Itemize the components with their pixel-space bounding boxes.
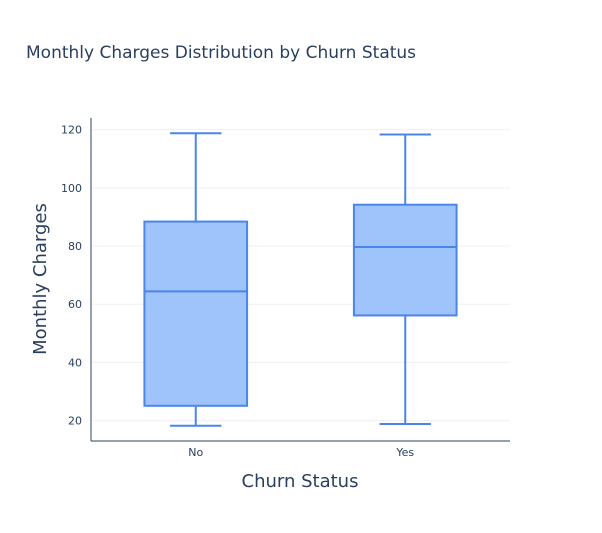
y-axis-title: Monthly Charges [30, 203, 51, 355]
x-tick-label: No [188, 446, 203, 459]
boxes [143, 132, 458, 427]
y-tick-label: 40 [68, 356, 82, 369]
iqr-box [352, 203, 458, 317]
y-tick-label: 20 [68, 415, 82, 428]
iqr-box [143, 220, 249, 407]
y-tick-label: 60 [68, 298, 82, 311]
chart-title: Monthly Charges Distribution by Churn St… [26, 43, 416, 63]
y-tick-label: 80 [68, 240, 82, 253]
x-axis-title: Churn Status [242, 471, 359, 492]
y-tick-labels: 20 40 60 80 100 120 [61, 124, 82, 428]
x-tick-labels: No Yes [188, 446, 414, 459]
y-tick-label: 120 [61, 124, 82, 137]
x-tick-label: Yes [395, 446, 414, 459]
box-no [143, 132, 249, 427]
box-yes [352, 133, 458, 425]
y-tick-label: 100 [61, 182, 82, 195]
